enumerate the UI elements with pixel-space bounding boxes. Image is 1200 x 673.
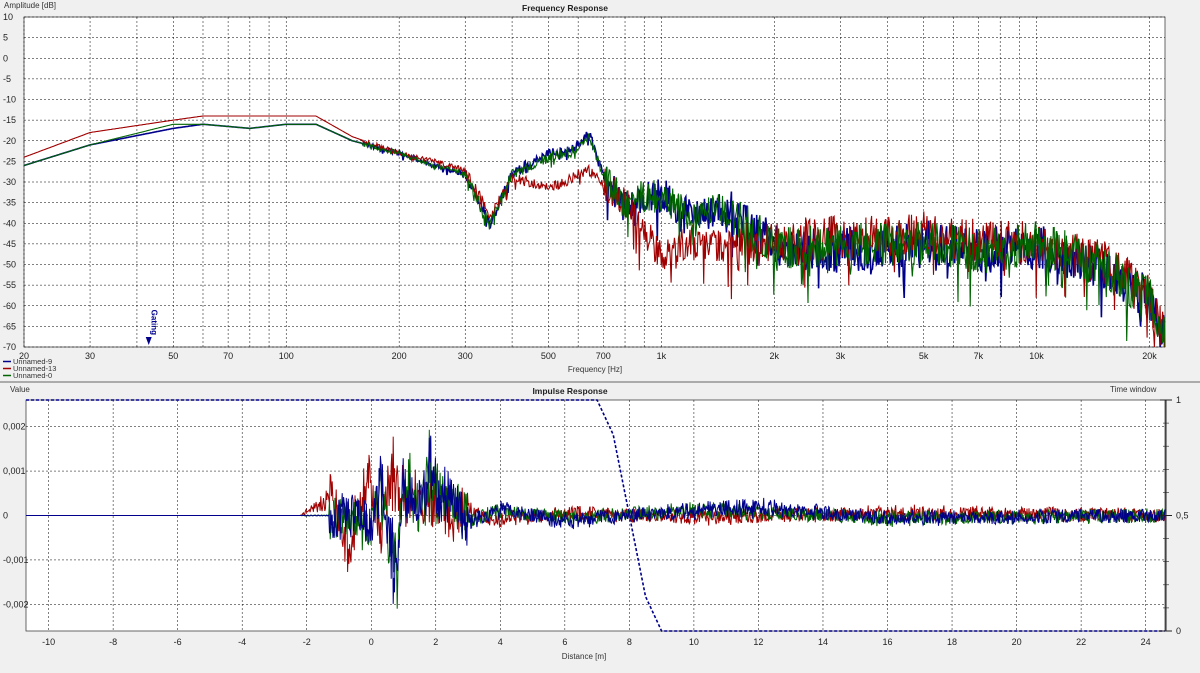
ir-right-axis: 10,50 bbox=[1160, 395, 1189, 636]
legend-entry: Unnamed-13 bbox=[13, 364, 56, 373]
ir-x-tick-label: -10 bbox=[42, 637, 55, 647]
fr-y-tick-label: 10 bbox=[3, 12, 13, 22]
fr-y-tick-label: -20 bbox=[3, 136, 16, 146]
ir-x-tick-label: -8 bbox=[109, 637, 117, 647]
ir-x-tick-label: -2 bbox=[303, 637, 311, 647]
ir-series-lines bbox=[26, 429, 1166, 609]
fr-x-axis-label: Frequency [Hz] bbox=[568, 365, 622, 374]
ir-y-tick-label: 0 bbox=[3, 511, 8, 521]
fr-x-tick-label: 3k bbox=[836, 351, 846, 361]
ir-y-axis-label: Value bbox=[10, 385, 30, 394]
legend-entry: Unnamed-9 bbox=[13, 357, 52, 366]
fr-plot-area bbox=[23, 16, 1166, 348]
fr-x-tick-label: 5k bbox=[919, 351, 929, 361]
fr-y-tick-label: -35 bbox=[3, 198, 16, 208]
fr-title: Frequency Response bbox=[522, 3, 608, 13]
fr-y-tick-label: -30 bbox=[3, 177, 16, 187]
fr-y-axis-label: Amplitude [dB] bbox=[4, 1, 56, 10]
gating-marker-label: Gating bbox=[150, 310, 159, 335]
ir-x-tick-label: 6 bbox=[562, 637, 567, 647]
fr-x-tick-label: 100 bbox=[279, 351, 294, 361]
fr-y-tick-label: -70 bbox=[3, 342, 16, 352]
ir-y2-axis-label: Time window bbox=[1110, 385, 1157, 394]
fr-x-tick-label: 50 bbox=[168, 351, 178, 361]
fr-x-tick-label: 500 bbox=[541, 351, 556, 361]
ir-x-tick-label: 16 bbox=[883, 637, 893, 647]
fr-y-tick-label: 5 bbox=[3, 33, 8, 43]
fr-y-tick-label: -40 bbox=[3, 218, 16, 228]
ir-y2-tick-label: 0 bbox=[1176, 626, 1181, 636]
ir-series-line bbox=[26, 435, 1166, 604]
ir-y-tick-label: -0,001 bbox=[3, 555, 29, 565]
ir-x-tick-label: 24 bbox=[1141, 637, 1151, 647]
ir-x-tick-label: 10 bbox=[689, 637, 699, 647]
fr-x-tick-label: 1k bbox=[657, 351, 667, 361]
fr-x-tick-label: 200 bbox=[392, 351, 407, 361]
fr-series-lines bbox=[23, 115, 1166, 348]
fr-y-tick-label: -25 bbox=[3, 156, 16, 166]
gating-marker: Gating bbox=[145, 310, 159, 345]
impulse-response-chart: Impulse Response Value Time window Dista… bbox=[3, 385, 1189, 661]
ir-y-tick-label: -0,002 bbox=[3, 599, 29, 609]
fr-series-line bbox=[23, 115, 1166, 348]
fr-x-tick-label: 30 bbox=[85, 351, 95, 361]
ir-x-tick-label: 12 bbox=[753, 637, 763, 647]
frequency-response-chart: Frequency Response Amplitude [dB] Freque… bbox=[3, 1, 1166, 380]
fr-y-tick-label: -65 bbox=[3, 321, 16, 331]
fr-x-tick-label: 70 bbox=[223, 351, 233, 361]
gating-marker-arrow bbox=[145, 337, 152, 345]
ir-y2-tick-label: 1 bbox=[1176, 395, 1181, 405]
fr-y-tick-label: -55 bbox=[3, 280, 16, 290]
fr-x-tick-label: 300 bbox=[458, 351, 473, 361]
time-window-curve bbox=[26, 399, 1165, 632]
fr-y-tick-label: -50 bbox=[3, 260, 16, 270]
ir-tick-labels: -10 -8 -6 -4 -2 0 2 4 6 8 10 12 14 16 18 20 22 240,0020,0… bbox=[3, 422, 1151, 647]
ir-x-tick-label: 20 bbox=[1012, 637, 1022, 647]
ir-y-tick-label: 0,001 bbox=[3, 466, 26, 476]
fr-x-tick-label: 20k bbox=[1142, 351, 1157, 361]
fr-x-tick-label: 700 bbox=[596, 351, 611, 361]
fr-x-tick-label: 7k bbox=[974, 351, 984, 361]
ir-y-tick-label: 0,002 bbox=[3, 422, 26, 432]
ir-x-tick-label: -6 bbox=[174, 637, 182, 647]
ir-x-tick-label: 8 bbox=[627, 637, 632, 647]
fr-y-tick-label: -5 bbox=[3, 74, 11, 84]
fr-x-tick-label: 10k bbox=[1029, 351, 1044, 361]
ir-x-tick-label: 18 bbox=[947, 637, 957, 647]
ir-x-tick-label: 22 bbox=[1076, 637, 1086, 647]
fr-x-tick-label: 2k bbox=[770, 351, 780, 361]
fr-series-line bbox=[23, 123, 1166, 348]
time-window-line bbox=[26, 399, 1165, 632]
fr-x-tick-label: 20 bbox=[19, 351, 29, 361]
ir-x-tick-label: 2 bbox=[433, 637, 438, 647]
ir-y2-tick-label: 0,5 bbox=[1176, 511, 1189, 521]
fr-tick-labels: 20 30 50 70 100 200 300 500 700 1k 2k 3k 5k 7k 10k 20k1… bbox=[3, 12, 1157, 361]
ir-x-axis-label: Distance [m] bbox=[562, 652, 606, 661]
fr-y-tick-label: -60 bbox=[3, 301, 16, 311]
ir-title: Impulse Response bbox=[532, 386, 607, 396]
ir-x-tick-label: -4 bbox=[238, 637, 246, 647]
fr-y-tick-label: -45 bbox=[3, 239, 16, 249]
fr-y-tick-label: -15 bbox=[3, 115, 16, 125]
ir-x-tick-label: 4 bbox=[498, 637, 503, 647]
fr-y-tick-label: -10 bbox=[3, 95, 16, 105]
legend-entry: Unnamed-0 bbox=[13, 371, 52, 380]
fr-y-tick-label: 0 bbox=[3, 53, 8, 63]
ir-x-tick-label: 14 bbox=[818, 637, 828, 647]
ir-x-tick-label: 0 bbox=[369, 637, 374, 647]
